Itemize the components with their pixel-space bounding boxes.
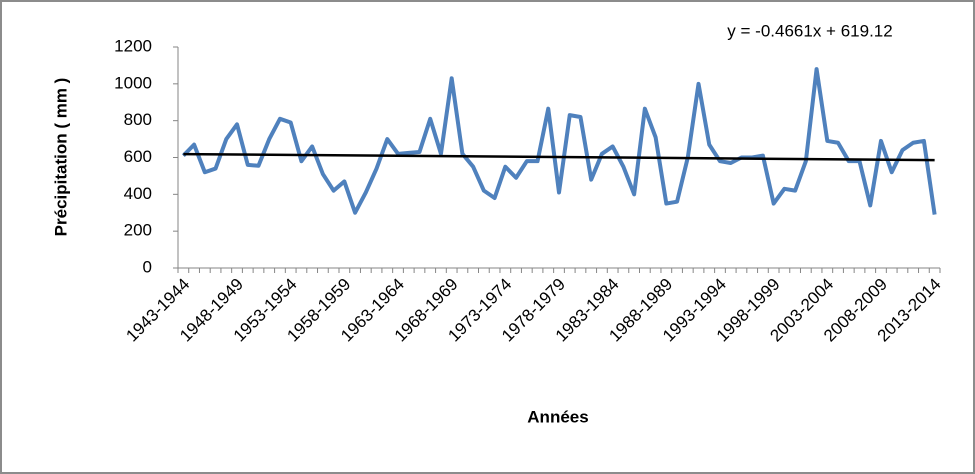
trendline [183, 152, 935, 162]
y-tick-label: 600 [124, 147, 152, 166]
y-tick-label: 1000 [114, 73, 152, 92]
y-tick-label: 0 [143, 257, 152, 276]
trendline-equation: y = -0.4661x + 619.12 [727, 21, 892, 40]
data-line [181, 67, 937, 215]
y-tick-label: 800 [124, 110, 152, 129]
x-axis-title: Années [527, 407, 588, 426]
y-axis-title: Précipitation ( mm ) [51, 78, 70, 237]
y-tick-label: 200 [124, 221, 152, 240]
y-tick-label: 1200 [114, 36, 152, 55]
y-tick-label: 400 [124, 184, 152, 203]
